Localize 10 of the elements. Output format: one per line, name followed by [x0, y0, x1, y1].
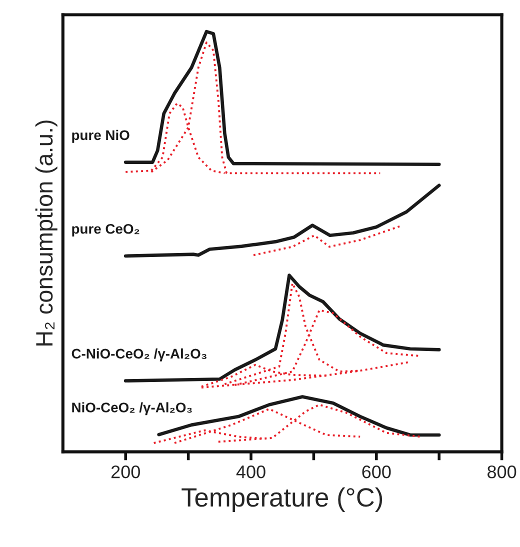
x-tick-label: 800 [488, 465, 516, 478]
series-label: pure CeO₂ [72, 224, 140, 237]
series-label: C-NiO-CeO₂ /γ-Al₂O₃ [72, 348, 206, 362]
x-axis-title: Temperature (°C) [182, 487, 382, 512]
series-label: NiO-CeO₂ /γ-Al₂O₃ [72, 402, 192, 416]
x-tick-label: 400 [236, 465, 266, 478]
y-axis-title: H₂ consumption (a.u.) [35, 120, 58, 346]
x-tick-label: 600 [362, 465, 391, 478]
series-label: pure NiO [72, 130, 130, 143]
x-tick-label: 200 [111, 465, 140, 478]
